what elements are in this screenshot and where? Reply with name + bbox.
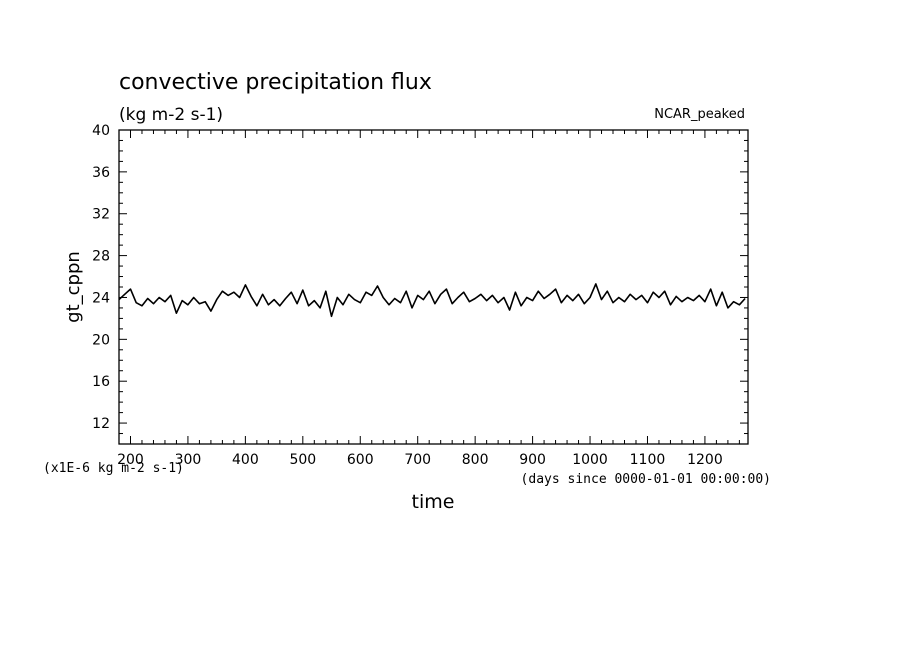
x-tick-label: 900 — [519, 452, 546, 468]
x-tick-label: 800 — [462, 452, 489, 468]
x-axis-ticks: 200 300 400 500 600 700 800 900 1000 1100 1200 — [117, 130, 740, 468]
x-tick-label: 1000 — [572, 452, 608, 468]
x-tick-label: 600 — [347, 452, 374, 468]
chart-title: convective precipitation flux — [119, 70, 432, 95]
y-tick-label: 36 — [92, 165, 110, 181]
plot-frame — [118, 129, 749, 445]
x-axis-label: time — [412, 491, 455, 513]
x-axis-unit: (days since 0000-01-01 00:00:00) — [521, 472, 771, 487]
x-tick-label: 1200 — [687, 452, 723, 468]
y-tick-label: 24 — [92, 290, 110, 306]
y-axis-ticks: 12 16 20 24 28 32 36 40 — [92, 123, 748, 435]
y-tick-label: 12 — [92, 416, 110, 432]
series-line — [118, 283, 746, 318]
x-tick-label: 700 — [404, 452, 431, 468]
series-group — [118, 283, 746, 318]
x-tick-label: 400 — [232, 452, 259, 468]
chart-subtitle: (kg m-2 s-1) — [119, 105, 223, 125]
y-tick-label: 32 — [92, 207, 110, 223]
y-tick-label: 20 — [92, 332, 110, 348]
x-tick-label: 200 — [117, 452, 144, 468]
x-tick-label: 1100 — [630, 452, 666, 468]
y-tick-label: 28 — [92, 249, 110, 265]
y-axis-label: gt_cppn — [63, 251, 84, 323]
y-axis-unit: (x1E-6 kg m-2 s-1) — [43, 461, 184, 476]
y-tick-label: 40 — [92, 123, 110, 139]
x-tick-label: 500 — [289, 452, 316, 468]
experiment-tag: NCAR_peaked — [654, 107, 745, 122]
y-tick-label: 16 — [92, 374, 110, 390]
x-tick-label: 300 — [175, 452, 202, 468]
